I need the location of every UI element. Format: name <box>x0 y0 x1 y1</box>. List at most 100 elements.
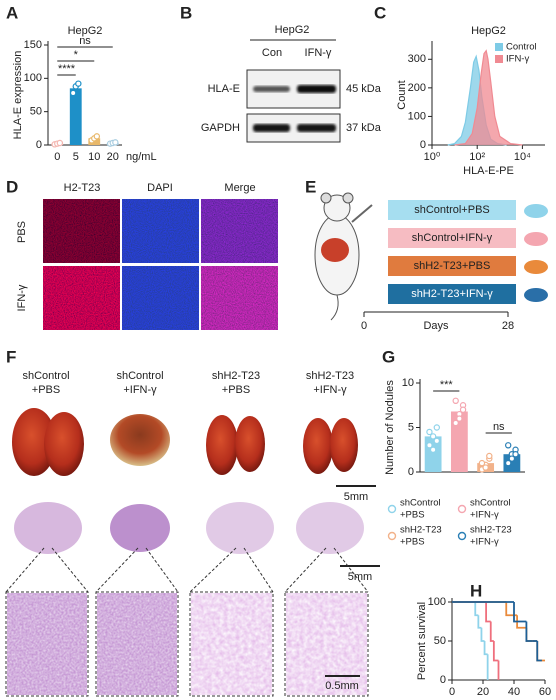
legend-marker <box>387 504 397 514</box>
legend-label: Control <box>506 42 537 53</box>
legend-marker <box>457 531 467 541</box>
legend-label: shControl <box>400 498 441 509</box>
syringe <box>351 204 373 223</box>
protein-label: GAPDH <box>201 122 240 134</box>
significance-label: * <box>74 49 79 61</box>
legend-marker <box>387 531 397 541</box>
panel-label: D <box>6 177 18 196</box>
y-tick-label: 150 <box>24 39 42 51</box>
data-point <box>452 419 459 427</box>
y-tick-label: 300 <box>408 53 426 65</box>
tumor-images: shControl +PBS shControl +IFN-γ shH2-T23… <box>5 370 380 697</box>
y-tick-label: 100 <box>408 110 426 122</box>
histology <box>110 504 170 552</box>
mouse-icon <box>524 260 548 274</box>
data-point <box>452 397 459 404</box>
mouse-tail <box>330 294 339 321</box>
mouse-liver <box>321 238 349 262</box>
legend-label: +PBS <box>400 510 425 521</box>
x-tick-label: 10⁴ <box>514 151 531 163</box>
lung <box>235 416 265 472</box>
panel-label: E <box>305 177 316 196</box>
channel-label: Merge <box>224 182 255 194</box>
zoom-image <box>191 593 272 695</box>
survival-step <box>489 621 494 642</box>
x-tick-label: 10⁰ <box>424 151 441 163</box>
x-axis-label: HLA-E-PE <box>463 165 514 177</box>
y-tick-label: 200 <box>408 82 426 94</box>
y-tick-label: 0 <box>36 139 42 151</box>
y-tick-label: 100 <box>428 596 446 608</box>
data-point <box>433 437 440 445</box>
lung <box>330 418 358 472</box>
x-unit: ng/mL <box>126 151 157 163</box>
significance-label: **** <box>58 63 76 75</box>
y-tick-label: 50 <box>30 106 42 118</box>
panel-label: H <box>470 581 482 600</box>
scale-label: 5mm <box>344 491 368 503</box>
y-tick-label: 0 <box>440 674 446 686</box>
data-point <box>75 80 82 87</box>
y-tick-label: 0 <box>408 466 414 478</box>
zoom-image <box>7 593 87 695</box>
fluorescence-image <box>43 199 120 263</box>
bar <box>450 411 468 472</box>
legend-label: shControl <box>470 498 511 509</box>
data-point <box>426 428 433 436</box>
y-tick-label: 5 <box>408 421 414 433</box>
data-point <box>456 415 463 422</box>
treatment-schedule: shControl+PBS shControl+IFN-γ shH2-T23+P… <box>314 192 548 332</box>
significance-label: ns <box>79 35 91 47</box>
data-point <box>508 455 516 462</box>
survival-step <box>513 602 527 623</box>
group-heading: +PBS <box>222 384 250 396</box>
data-point <box>93 133 101 140</box>
fluorescence-image <box>201 266 278 330</box>
legend-label: +IFN-γ <box>470 510 499 521</box>
x-tick-label: 0 <box>449 686 455 698</box>
band <box>253 86 290 92</box>
chart-title: HepG2 <box>471 25 506 37</box>
mouse-head <box>323 194 351 222</box>
chart-title: HepG2 <box>68 25 103 37</box>
survival-step <box>477 615 482 629</box>
y-tick-label: 10 <box>402 377 414 389</box>
data-point <box>478 459 486 467</box>
data-point <box>426 442 433 449</box>
x-tick-label: 5 <box>73 151 79 163</box>
survival-step <box>516 615 527 629</box>
x-tick-label: 40 <box>508 686 520 698</box>
group-heading: shControl <box>116 370 163 382</box>
time-label: 28 <box>502 320 514 332</box>
y-axis-label: Number of Nodules <box>384 380 396 475</box>
group-heading: +IFN-γ <box>123 384 157 396</box>
lane-label: Con <box>262 47 282 59</box>
band <box>297 124 336 132</box>
mouse-ear <box>320 192 332 204</box>
bar <box>503 454 521 472</box>
significance-label: ns <box>493 421 505 433</box>
y-axis-label: Count <box>396 80 408 109</box>
group-heading: shH2-T23 <box>306 370 354 382</box>
bar <box>69 88 82 145</box>
fluorescence-image <box>43 266 120 330</box>
data-point <box>505 459 512 467</box>
protein-label: HLA-E <box>208 83 240 95</box>
survival-step <box>505 602 518 617</box>
survival-step <box>536 641 545 662</box>
western-blot: HepG2 Con IFN-γ HLA-E GAPDH 45 kDa 37 kD… <box>201 24 382 143</box>
y-tick-label: 100 <box>24 72 42 84</box>
zoom-image <box>97 593 177 695</box>
data-point <box>433 424 440 431</box>
lung <box>303 418 333 474</box>
survival-step <box>536 641 542 662</box>
group-heading: +PBS <box>32 384 60 396</box>
panel-label: B <box>180 3 192 22</box>
scale-label: 0.5mm <box>325 680 359 692</box>
fluorescence-image <box>122 199 199 263</box>
fluorescence-image <box>122 266 199 330</box>
group-bar <box>388 228 516 248</box>
lung <box>12 408 56 476</box>
fluorescence-image <box>201 199 278 263</box>
panel-label: F <box>6 347 16 366</box>
